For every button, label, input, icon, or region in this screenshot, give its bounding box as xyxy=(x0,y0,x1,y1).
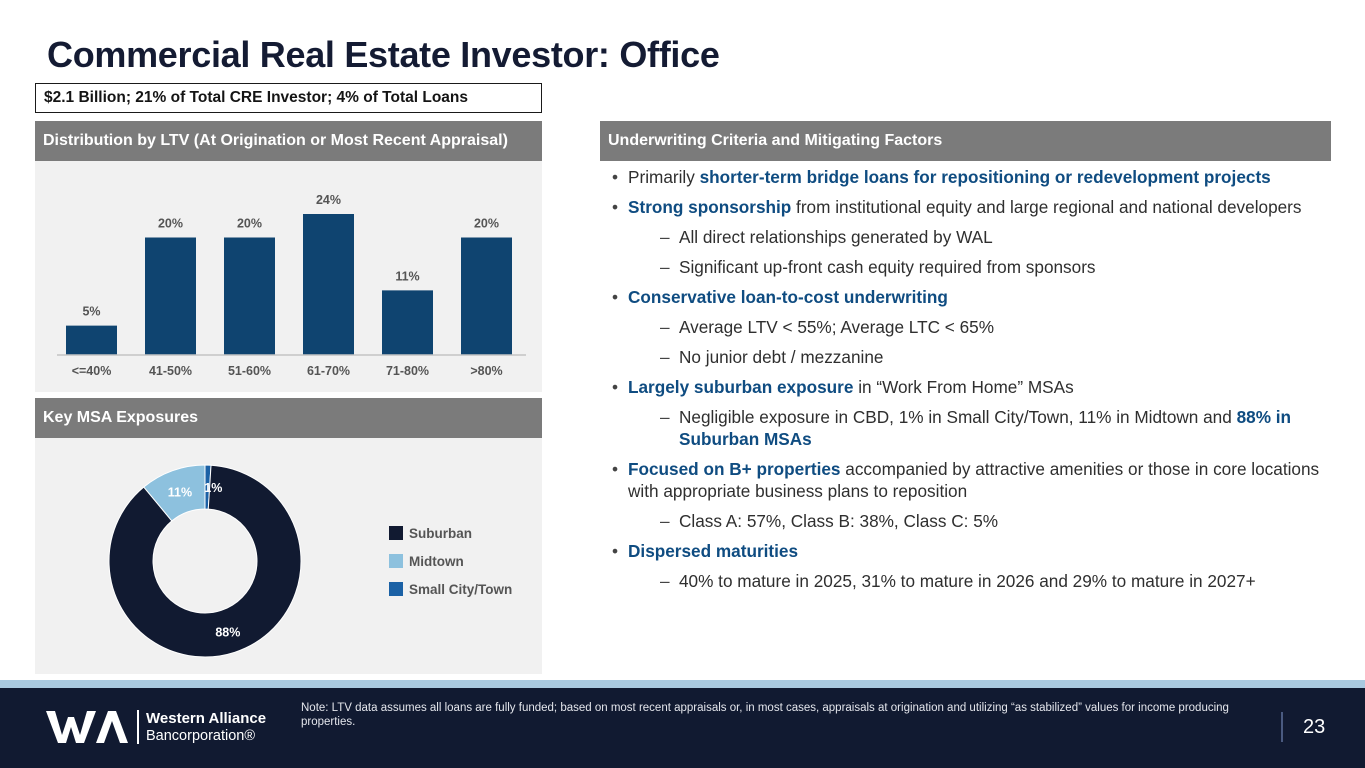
msa-data-label: 11% xyxy=(168,485,192,499)
msa-donut-chart: 88% 11% 1% Suburban Midtown Small City/Town xyxy=(108,464,512,658)
dash-icon: – xyxy=(660,347,670,367)
list-subitem: – Significant up-front cash equity requi… xyxy=(660,257,1096,277)
list-subitem: – Class A: 57%, Class B: 38%, Class C: 5… xyxy=(660,511,999,531)
dash-icon: – xyxy=(660,317,670,337)
msa-chart-panel: 88% 11% 1% Suburban Midtown Small City/Town xyxy=(35,438,542,674)
ltv-bar xyxy=(382,290,433,355)
list-item: • Focused on B+ properties accompanied b… xyxy=(612,459,1320,501)
list-subitem: – No junior debt / mezzanine xyxy=(660,347,884,367)
msa-slice xyxy=(143,464,206,522)
msa-panel-header: Key MSA Exposures xyxy=(35,398,542,438)
list-subitem: – 40% to mature in 2025, 31% to mature i… xyxy=(660,571,1256,591)
list-subitem: – All direct relationships generated by … xyxy=(660,227,993,247)
underwriting-panel-header: Underwriting Criteria and Mitigating Fac… xyxy=(600,121,1331,161)
list-subitem: – Negligible exposure in CBD, 1% in Smal… xyxy=(660,407,1292,449)
dash-icon: – xyxy=(660,571,670,591)
bullet-icon: • xyxy=(612,377,619,397)
legend-label: Suburban xyxy=(409,526,472,541)
footer-stripe xyxy=(0,680,1365,688)
logo-name: Western Alliance xyxy=(146,710,267,727)
bullet-icon: • xyxy=(612,459,619,479)
page-number: 23 xyxy=(1303,716,1326,738)
ltv-chart-panel: 5% <=40% 20% 41-50% 20% 51-60% 24% 61-70% 11% 71-… xyxy=(35,161,542,392)
list-item: • Strong sponsorship from institutional … xyxy=(612,197,1302,217)
dash-icon: – xyxy=(660,407,670,427)
footnote: Note: LTV data assumes all loans are ful… xyxy=(301,702,1229,728)
ltv-data-label: 11% xyxy=(395,269,419,283)
list-item: • Primarily shorter-term bridge loans fo… xyxy=(612,167,1271,187)
underwriting-list: • Primarily shorter-term bridge loans fo… xyxy=(612,166,1332,600)
legend-label: Midtown xyxy=(409,554,464,569)
bullet-icon: • xyxy=(612,167,619,187)
ltv-panel-header: Distribution by LTV (At Origination or M… xyxy=(35,121,542,161)
list-subitem: – Average LTV < 55%; Average LTC < 65% xyxy=(660,317,994,337)
bullet-icon: • xyxy=(612,287,619,307)
ltv-data-label: 20% xyxy=(474,217,499,231)
ltv-data-label: 20% xyxy=(158,217,183,231)
list-item: • Dispersed maturities xyxy=(612,541,799,561)
legend-label: Small City/Town xyxy=(409,582,512,597)
ltv-tick-label: <=40% xyxy=(72,364,112,378)
ltv-bar xyxy=(145,237,196,355)
legend-swatch xyxy=(389,554,403,568)
ltv-data-label: 20% xyxy=(237,217,262,231)
msa-data-label: 1% xyxy=(204,481,222,495)
dash-icon: – xyxy=(660,257,670,277)
bullet-icon: • xyxy=(612,197,619,217)
ltv-bar xyxy=(66,325,117,355)
msa-data-label: 88% xyxy=(215,625,240,639)
list-item: • Conservative loan-to-cost underwriting xyxy=(612,287,948,307)
company-logo: Western Alliance Bancorporation® xyxy=(46,708,276,748)
ltv-tick-label: 61-70% xyxy=(307,364,350,378)
footer: Western Alliance Bancorporation® Note: L… xyxy=(0,688,1365,768)
legend-swatch xyxy=(389,582,403,596)
list-item: • Largely suburban exposure in “Work Fro… xyxy=(612,377,1074,397)
ltv-bar xyxy=(461,237,512,355)
ltv-tick-label: >80% xyxy=(470,364,502,378)
logo-suffix: Bancorporation® xyxy=(146,728,256,744)
ltv-data-label: 5% xyxy=(82,305,100,319)
ltv-tick-label: 41-50% xyxy=(149,364,192,378)
msa-slice xyxy=(108,464,302,658)
ltv-tick-label: 51-60% xyxy=(228,364,271,378)
wa-logo-icon xyxy=(46,711,128,743)
ltv-bar xyxy=(303,214,354,355)
ltv-tick-label: 71-80% xyxy=(386,364,429,378)
bullet-icon: • xyxy=(612,541,619,561)
legend-swatch xyxy=(389,526,403,540)
ltv-bar xyxy=(224,237,275,355)
logo-divider xyxy=(137,710,139,744)
page-divider xyxy=(1281,712,1283,742)
dash-icon: – xyxy=(660,511,670,531)
ltv-data-label: 24% xyxy=(316,193,341,207)
dash-icon: – xyxy=(660,227,670,247)
page-title: Commercial Real Estate Investor: Office xyxy=(47,34,720,75)
summary-box: $2.1 Billion; 21% of Total CRE Investor;… xyxy=(35,83,542,113)
ltv-bar-chart: 5% <=40% 20% 41-50% 20% 51-60% 24% 61-70% 11% 71-… xyxy=(57,193,526,378)
